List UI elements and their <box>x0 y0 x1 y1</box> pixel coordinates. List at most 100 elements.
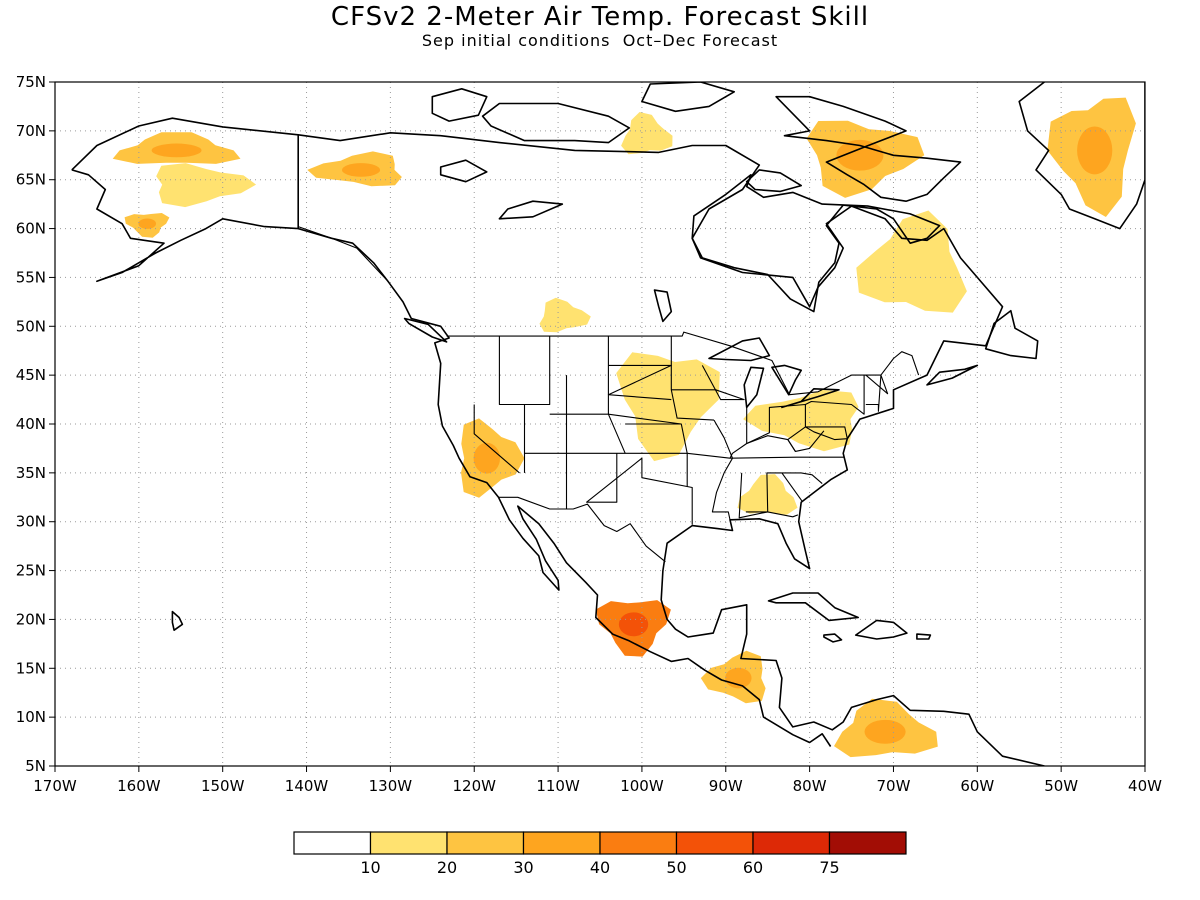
plot-area: 170W 160W 150W 140W 130W 120W 110W 100W 90W 80W 70… <box>16 73 1162 795</box>
skill-region-core <box>1077 126 1113 175</box>
state-lines-pa-md <box>805 426 848 441</box>
lake-superior <box>708 337 771 362</box>
nova-scotia <box>926 364 979 386</box>
skill-region <box>856 210 967 313</box>
state-lines-37n <box>524 452 844 459</box>
colorbar-swatch <box>675 831 754 855</box>
grid-layer <box>55 82 1145 766</box>
skill-region-core <box>151 143 202 158</box>
state-lines-nv-ca <box>473 404 520 474</box>
y-tick-label: 60N <box>16 220 46 238</box>
great-slave-lake <box>498 200 564 220</box>
skill-region-core <box>473 442 501 474</box>
y-tick-label: 15N <box>16 659 46 677</box>
us-canada-border <box>446 331 920 396</box>
state-lines-wi-il <box>701 365 745 401</box>
colorbar-label: 75 <box>819 858 839 877</box>
victoria-island <box>481 102 631 144</box>
x-tick-label: 170W <box>33 777 77 795</box>
skill-region-core <box>618 612 649 637</box>
y-tick-label: 10N <box>16 708 46 726</box>
chart-subtitle: Sep initial conditions Oct–Dec Forecast <box>421 31 779 50</box>
colorbar-label: 60 <box>743 858 763 877</box>
alaska-coast <box>71 117 299 283</box>
x-tick-label: 50W <box>1044 777 1078 795</box>
colorbar-label: 20 <box>437 858 457 877</box>
y-tick-label: 5N <box>25 757 46 775</box>
us-mexico-border <box>498 496 666 563</box>
axis-ticks: 170W 160W 150W 140W 130W 120W 110W 100W 90W 80W 70… <box>16 73 1162 795</box>
southampton-island <box>745 169 802 193</box>
lake-winnipeg <box>653 289 673 323</box>
y-tick-label: 35N <box>16 464 46 482</box>
arctic-islands <box>641 82 735 113</box>
y-tick-label: 55N <box>16 268 46 286</box>
skill-region <box>156 163 257 208</box>
y-tick-label: 65N <box>16 171 46 189</box>
cuba <box>767 592 859 622</box>
x-tick-label: 40W <box>1128 777 1162 795</box>
colorbar-swatch <box>446 831 525 855</box>
y-tick-label: 45N <box>16 366 46 384</box>
state-lines-south <box>738 472 823 519</box>
coastline-layer <box>71 82 1145 766</box>
colorbar: 10 20 30 40 50 60 75 <box>293 831 907 877</box>
y-tick-label: 20N <box>16 610 46 628</box>
alaska-canada-border <box>297 134 387 280</box>
hudson-bay <box>691 174 941 313</box>
chart-title: CFSv2 2-Meter Air Temp. Forecast Skill <box>330 2 870 32</box>
colorbar-label: 30 <box>513 858 533 877</box>
colorbar-swatch <box>293 831 372 855</box>
x-tick-label: 110W <box>536 777 580 795</box>
skill-region <box>621 112 673 155</box>
colorbar-label: 50 <box>666 858 686 877</box>
state-lines-ky-tn <box>729 435 796 459</box>
newfoundland <box>984 309 1039 360</box>
x-tick-label: 60W <box>960 777 994 795</box>
colorbar-swatch <box>599 831 678 855</box>
x-tick-label: 120W <box>452 777 496 795</box>
colorbar-swatch <box>522 831 601 855</box>
y-tick-label: 75N <box>16 73 46 91</box>
hawaii <box>171 610 184 631</box>
x-tick-label: 160W <box>117 777 161 795</box>
y-tick-label: 40N <box>16 415 46 433</box>
puerto-rico <box>916 633 932 640</box>
state-lines-mn-ia <box>670 336 717 421</box>
x-tick-label: 150W <box>201 777 245 795</box>
state-lines-ne-ks <box>625 423 688 487</box>
x-tick-label: 140W <box>285 777 329 795</box>
y-tick-label: 30N <box>16 513 46 531</box>
state-lines-east <box>805 375 865 415</box>
state-lines-ga-fl <box>745 511 799 518</box>
x-tick-label: 80W <box>793 777 827 795</box>
skill-region <box>743 389 859 452</box>
state-lines-dakotas <box>607 364 672 401</box>
state-lines-tx <box>586 453 693 525</box>
skill-region-core <box>138 218 157 229</box>
banks-island <box>431 88 488 122</box>
lake-michigan <box>743 366 765 409</box>
north-america-coast <box>298 132 1045 766</box>
skill-region-core <box>836 139 884 171</box>
greenland <box>1018 82 1145 230</box>
skill-region <box>539 297 591 333</box>
y-tick-label: 50N <box>16 317 46 335</box>
colorbar-label: 10 <box>360 858 380 877</box>
colorbar-swatch <box>752 831 831 855</box>
hispaniola <box>854 619 908 640</box>
colorbar-label: 40 <box>590 858 610 877</box>
y-tick-label: 25N <box>16 562 46 580</box>
state-lines-mississippi <box>711 419 734 520</box>
colorbar-swatch <box>369 831 448 855</box>
y-tick-label: 70N <box>16 122 46 140</box>
great-bear-lake <box>439 159 488 183</box>
x-tick-label: 90W <box>709 777 743 795</box>
x-tick-label: 70W <box>877 777 911 795</box>
baffin-island <box>775 95 962 202</box>
skill-region-core <box>864 719 906 744</box>
jamaica <box>823 633 843 643</box>
vancouver-island <box>403 317 448 343</box>
state-lines-plains <box>607 336 626 454</box>
